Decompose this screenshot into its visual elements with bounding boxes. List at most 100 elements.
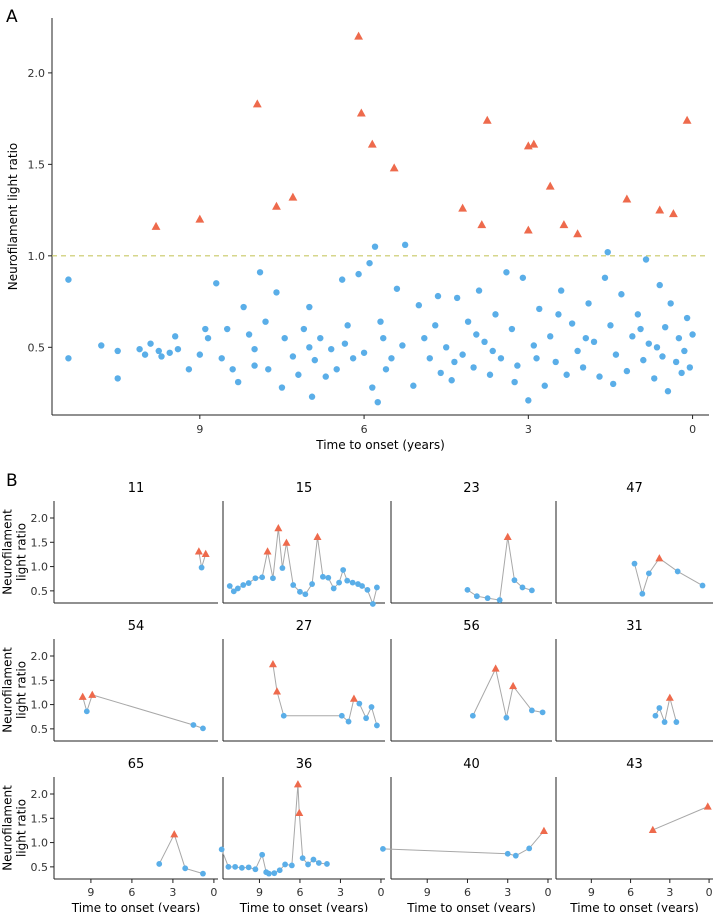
below-threshold-point [306,303,313,311]
below-threshold-point [547,333,554,340]
below-threshold-point [382,366,390,373]
facet-y-axis-label: Neurofilamentlight ratio [1,509,29,595]
below-threshold-point [276,867,283,874]
below-threshold-point [661,719,668,725]
below-threshold-point [503,714,510,721]
above-threshold-point [655,205,665,214]
below-threshold-point [302,591,309,598]
x-tick-label: 3 [525,423,532,436]
below-threshold-point [645,570,652,577]
below-threshold-point [374,584,380,591]
above-threshold-point [367,139,377,148]
below-threshold-point [196,351,204,358]
above-threshold-point [509,681,518,690]
below-threshold-point [662,323,669,331]
above-threshold-point [151,221,161,230]
y-tick-label: 1.0 [28,250,46,263]
below-threshold-point [273,289,280,296]
below-threshold-point [497,355,505,362]
facet-x-tick-label: 6 [627,886,634,899]
below-threshold-point [182,865,189,872]
below-threshold-point [270,575,276,582]
below-threshold-point [689,331,696,338]
below-threshold-point [200,870,206,877]
above-threshold-point [356,108,366,117]
below-threshold-point [371,243,379,250]
facet-title: 54 [128,619,145,634]
facet-title: 27 [296,619,313,634]
facet-x-tick-label: 0 [706,886,713,899]
below-threshold-point [464,586,471,593]
below-threshold-point [664,388,672,395]
below-threshold-point [388,355,395,362]
below-threshold-point [453,294,461,302]
panel-a-chart: 0.5 1.0 1.5 2.0 9 6 3 0 Time to onset (years) Neu… [6,18,709,452]
below-threshold-point [421,334,428,342]
below-threshold-point [340,567,347,573]
below-threshold-point [674,568,681,575]
facet-x-tick-label: 3 [169,886,176,899]
above-threshold-point [389,163,399,172]
below-threshold-point [245,580,252,586]
panel-a-letter: A [6,7,18,27]
facet-title: 47 [626,481,643,496]
below-threshold-point [401,241,409,249]
below-threshold-point [202,325,209,333]
facet-x-tick-label: 9 [87,886,94,899]
x-tick-label: 0 [689,423,696,436]
above-threshold-point [170,830,179,838]
below-threshold-point [204,334,212,342]
facet-x-tick-label: 3 [337,886,344,899]
below-threshold-point [555,311,562,318]
below-threshold-point [309,581,315,587]
above-threshold-point [293,780,302,788]
facet-x-tick-label: 0 [377,886,384,899]
above-threshold-point [252,99,262,108]
below-threshold-point [673,719,680,725]
below-threshold-point [519,584,526,591]
below-threshold-point [683,314,691,322]
below-threshold-point [464,318,472,325]
below-threshold-point [640,356,647,364]
facet-40: 40 9 6 3 0 Time to onset (years) [380,757,552,912]
facet-y-tick-label: 1.0 [31,837,49,850]
below-threshold-point [245,864,252,871]
below-threshold-point [541,382,548,389]
facet-y-tick-label: 1.5 [31,674,49,687]
below-threshold-point [530,342,537,349]
y-label-line1: Neurofilament [1,785,15,871]
facet-27: 27 [222,619,385,742]
below-threshold-point [278,384,286,391]
below-threshold-point [336,579,342,586]
below-threshold-point [324,861,330,867]
below-threshold-point [489,347,496,355]
below-threshold-point [528,587,535,594]
facet-x-tick-label: 9 [256,886,263,899]
below-threshold-point [686,364,694,371]
y-tick-label: 0.5 [28,341,46,354]
below-threshold-point [156,861,163,867]
below-threshold-point [470,364,477,371]
below-threshold-point [282,861,288,868]
x-tick-label: 6 [361,423,368,436]
below-threshold-point [448,377,455,384]
below-threshold-point [65,276,72,283]
below-threshold-point [190,722,197,728]
below-threshold-point [240,303,247,311]
below-threshold-point [259,851,266,858]
y-label-line1: Neurofilament [1,647,15,733]
above-threshold-point [573,229,583,238]
above-threshold-point [354,31,364,40]
facet-15: 15 [222,481,385,607]
below-threshold-point [198,564,205,571]
facet-y-tick-label: 2.0 [31,788,49,801]
below-threshold-point [415,302,423,309]
below-threshold-point [315,860,322,866]
above-threshold-point [458,203,468,212]
below-threshold-point [288,862,295,869]
below-threshold-point [218,355,225,362]
facet-x-tick-label: 0 [544,886,551,899]
below-threshold-point [338,712,345,719]
